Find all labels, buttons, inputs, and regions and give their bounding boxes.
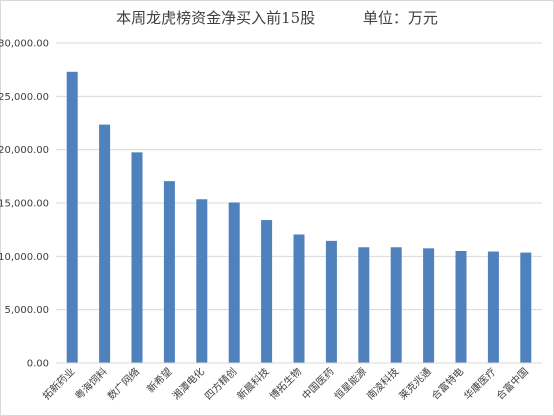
bar — [66, 71, 78, 364]
x-category-label: 数广网络 — [105, 365, 142, 402]
bar — [520, 252, 532, 363]
x-category-label: 合富中国 — [493, 365, 530, 402]
bar — [196, 199, 208, 363]
x-category-label: 中国医药 — [299, 365, 336, 402]
x-category-label: 四方精创 — [202, 365, 239, 402]
x-category-label: 莱克兆通 — [397, 366, 434, 403]
y-axis-tick-labels: 0.00 5,000.00 10,000.00 15,000.00 20,000.00 2… — [0, 39, 49, 370]
x-category-label: 华康医疗 — [461, 365, 498, 402]
x-category-label: 合富特电 — [429, 365, 466, 402]
bar — [131, 152, 143, 363]
bar — [455, 251, 467, 363]
chart-title: 本周龙虎榜资金净买入前15股 单位：万元 — [116, 9, 438, 27]
y-tick-label: 25,000.00 — [0, 92, 49, 103]
x-category-label: 新晨科技 — [234, 365, 271, 402]
y-tick-label: 15,000.00 — [0, 199, 49, 210]
bar — [358, 247, 370, 363]
bar — [423, 248, 435, 363]
y-tick-label: 10,000.00 — [0, 252, 49, 263]
x-category-label: 粤海饲料 — [72, 365, 109, 402]
bar — [261, 220, 273, 363]
x-category-label: 新希望 — [144, 365, 174, 395]
bars — [66, 71, 532, 364]
y-tick-label: 30,000.00 — [0, 39, 49, 50]
y-tick-label: 0.00 — [27, 359, 49, 370]
bar — [390, 247, 402, 363]
bar — [487, 251, 499, 363]
bar — [325, 240, 337, 363]
x-category-label: 南凌科技 — [364, 365, 401, 402]
y-tick-label: 5,000.00 — [4, 305, 49, 316]
x-category-label: 拓新药业 — [40, 365, 77, 402]
bar — [99, 124, 111, 363]
y-tick-label: 20,000.00 — [0, 145, 49, 156]
x-category-label: 博拓生物 — [267, 365, 304, 402]
bar — [293, 234, 305, 363]
bar — [163, 181, 175, 363]
x-category-label: 恒星能源 — [331, 365, 368, 402]
bar — [228, 202, 240, 363]
x-category-label: 湘潭电化 — [169, 365, 206, 402]
